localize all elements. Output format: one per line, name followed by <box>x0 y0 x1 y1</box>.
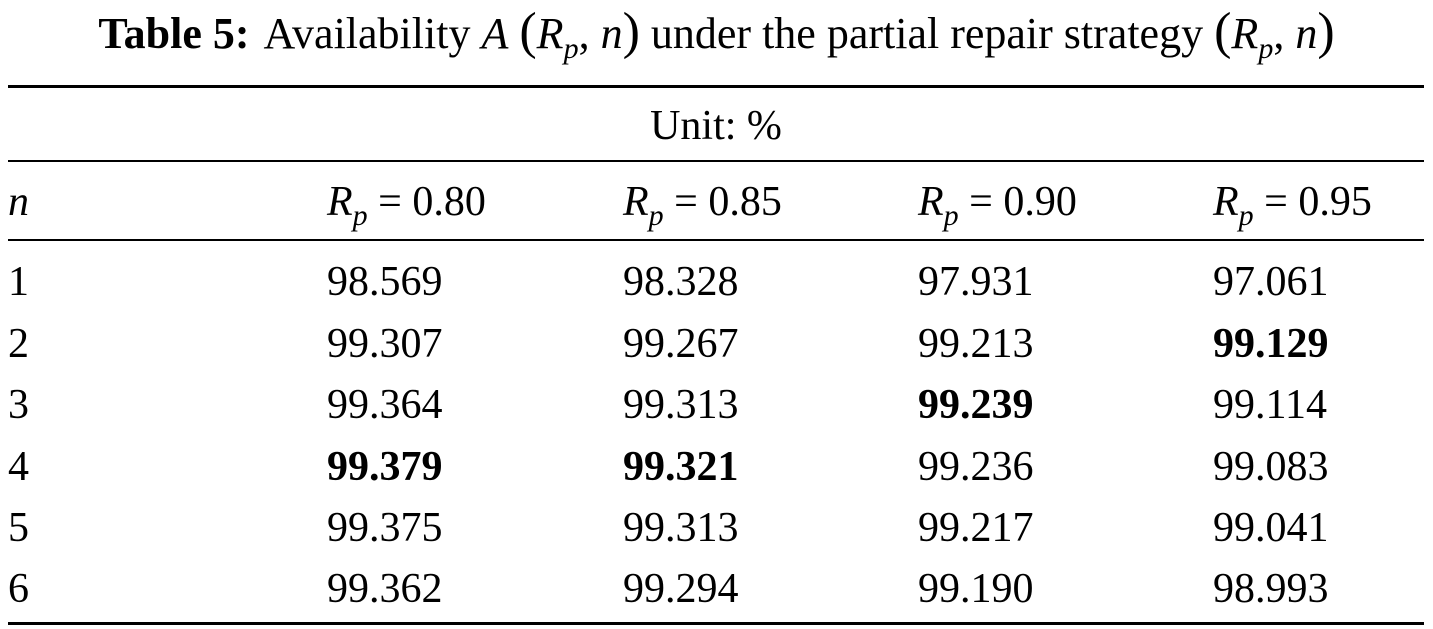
table-cell: 99.379 <box>327 444 443 490</box>
table-cell: 99.236 <box>918 444 1034 490</box>
table-cell: 99.307 <box>327 321 443 367</box>
caption-prefix: Availability <box>263 9 471 58</box>
table-cell: 98.569 <box>327 259 443 305</box>
table-cell: 99.375 <box>327 505 443 551</box>
header-rp-085: Rp = 0.85 <box>623 179 782 232</box>
header-rp-095: Rp = 0.95 <box>1213 179 1372 232</box>
top-rule <box>8 85 1424 88</box>
mid-rule <box>8 160 1424 162</box>
table-cell: 99.083 <box>1213 444 1329 490</box>
table-cell: 99.114 <box>1213 382 1327 428</box>
table-cell: 99.217 <box>918 505 1034 551</box>
table-cell: 97.061 <box>1213 259 1329 305</box>
bottom-rule <box>8 622 1424 625</box>
table-cell: 98.993 <box>1213 566 1329 612</box>
header-rp-080: Rp = 0.80 <box>327 179 486 232</box>
unit-label: Unit: % <box>650 103 782 149</box>
table-cell: 2 <box>8 321 29 367</box>
table-label: Table 5: <box>98 9 250 58</box>
table-cell: 98.328 <box>623 259 739 305</box>
table-cell: 99.213 <box>918 321 1034 367</box>
header-rule <box>8 239 1424 241</box>
table-cell: 5 <box>8 505 29 551</box>
table-cell: 6 <box>8 566 29 612</box>
table-cell: 97.931 <box>918 259 1034 305</box>
table-cell: 99.313 <box>623 505 739 551</box>
table-cell: 99.267 <box>623 321 739 367</box>
table-cell: 99.190 <box>918 566 1034 612</box>
table-cell: 99.364 <box>327 382 443 428</box>
table-caption: Table 5: Availability A (Rp, n) under the… <box>98 3 1335 66</box>
table-cell: 99.239 <box>918 382 1034 428</box>
table-cell: 99.362 <box>327 566 443 612</box>
table-cell: 99.313 <box>623 382 739 428</box>
header-rp-090: Rp = 0.90 <box>918 179 1077 232</box>
table-cell: 99.041 <box>1213 505 1329 551</box>
table-cell: 1 <box>8 259 29 305</box>
header-n: n <box>8 179 29 225</box>
caption-middle: under the partial repair strategy <box>650 9 1204 58</box>
table-cell: 3 <box>8 382 29 428</box>
table-cell: 99.294 <box>623 566 739 612</box>
table-cell: 4 <box>8 444 29 490</box>
caption-function: A <box>481 9 509 58</box>
table-cell: 99.321 <box>623 444 739 490</box>
table-cell: 99.129 <box>1213 321 1329 367</box>
